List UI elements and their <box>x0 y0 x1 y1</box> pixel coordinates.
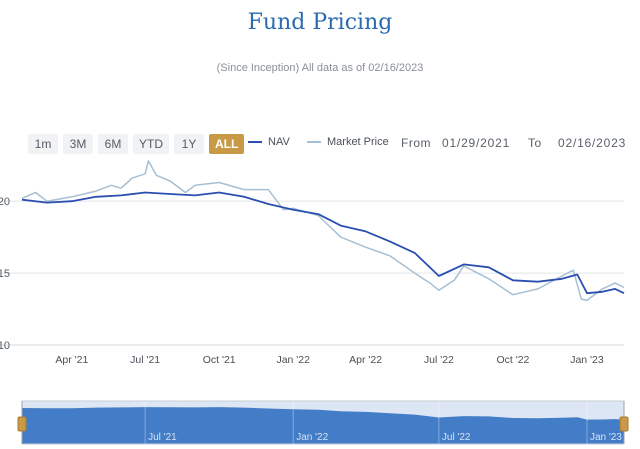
x-tick-label: Jan '22 <box>276 354 310 366</box>
range-button-1y[interactable]: 1Y <box>174 134 204 154</box>
chart-grid <box>0 200 624 346</box>
navigator-area <box>22 407 624 444</box>
range-button-1m[interactable]: 1m <box>28 134 58 154</box>
range-button-ytd[interactable]: YTD <box>133 134 169 154</box>
x-axis-labels: Apr '21 Jul '21 Oct '21 Jan '22 Apr '22 Jul '… <box>55 354 603 366</box>
x-tick-label: Oct '22 <box>496 354 529 366</box>
legend-label-nav: NAV <box>268 136 290 148</box>
navigator-tick-label: Jul '21 <box>148 432 177 443</box>
x-tick-label: Apr '21 <box>55 354 88 366</box>
chart-series <box>21 160 625 302</box>
legend-swatch-nav <box>248 141 262 143</box>
legend-item-market-price[interactable]: Market Price <box>307 136 389 148</box>
navigator-tick-label: Jan '23 <box>590 432 622 443</box>
x-tick-label: Apr '22 <box>349 354 382 366</box>
from-date-input[interactable]: 01/29/2021 <box>442 136 511 150</box>
x-tick-label: Jul '21 <box>130 354 160 366</box>
navigator-handle-left[interactable] <box>17 416 27 432</box>
y-tick-label: 20 <box>0 196 10 208</box>
y-axis-labels: 20 15 10 <box>0 196 10 352</box>
to-date-input[interactable]: 02/16/2023 <box>558 136 627 150</box>
range-button-6m[interactable]: 6M <box>98 134 128 154</box>
navigator-tick-label: Jan '22 <box>296 432 328 443</box>
x-tick-label: Jan '23 <box>570 354 604 366</box>
navigator-tick-label: Jul '22 <box>442 432 471 443</box>
y-tick-label: 10 <box>0 340 10 352</box>
series-line-market-price <box>21 160 625 302</box>
series-line-nav <box>21 191 625 295</box>
from-label: From <box>401 136 431 150</box>
x-tick-label: Jul '22 <box>424 354 454 366</box>
legend-swatch-market-price <box>307 141 321 143</box>
to-label: To <box>528 136 542 150</box>
range-button-all[interactable]: ALL <box>209 134 245 154</box>
range-selector: 1m 3M 6M YTD 1Y ALL <box>28 134 245 154</box>
legend-item-nav[interactable]: NAV <box>248 136 290 148</box>
navigator-handle-right[interactable] <box>619 416 629 432</box>
x-tick-label: Oct '21 <box>203 354 236 366</box>
legend-label-market-price: Market Price <box>327 136 389 148</box>
range-button-3m[interactable]: 3M <box>63 134 93 154</box>
y-tick-label: 15 <box>0 268 10 280</box>
page-title: Fund Pricing <box>247 10 393 35</box>
page-subtitle: (Since Inception) All data as of 02/16/2… <box>216 62 424 74</box>
